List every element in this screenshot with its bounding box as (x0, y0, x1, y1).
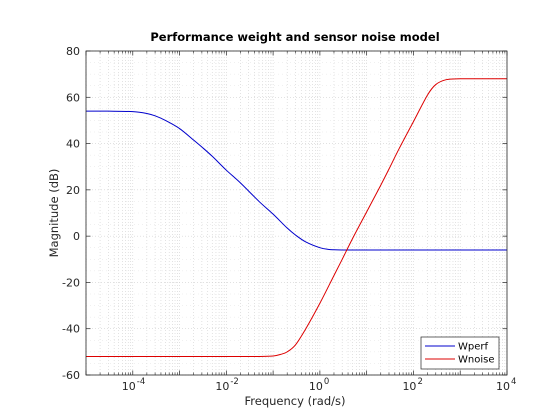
series-layer (86, 78, 507, 357)
x-tick-label: 10 -2 (215, 377, 238, 393)
x-tick-label: 10 2 (402, 377, 422, 393)
plot-area (86, 51, 507, 375)
y-tick-label: 40 (66, 138, 80, 151)
plot-frame (85, 50, 508, 376)
y-axis-label: Magnitude (dB) (47, 169, 61, 258)
x-tick-label-base: 10 (496, 380, 510, 393)
chart-title: Performance weight and sensor noise mode… (150, 30, 439, 44)
y-tick-label: 20 (66, 184, 80, 197)
x-tick-label-base: 10 (122, 380, 136, 393)
x-tick-label-exponent: -2 (230, 377, 238, 387)
y-tick-labels: -60 -40 -20 0 20 40 60 80 (62, 45, 80, 382)
legend: Wperf Wnoise (420, 336, 500, 370)
x-axis-label: Frequency (rad/s) (245, 394, 346, 408)
x-tick-label-base: 10 (309, 380, 323, 393)
minor-grid (86, 51, 507, 375)
x-tick-label-exponent: 0 (324, 377, 329, 387)
axis-ticks (85, 50, 508, 376)
x-tick-label-exponent: -4 (137, 377, 145, 387)
y-tick-label: -20 (62, 276, 80, 289)
x-tick-labels: 10 -4 10 -2 10 0 10 2 10 4 (122, 377, 517, 393)
x-tick-label-base: 10 (402, 380, 416, 393)
y-tick-label: 60 (66, 91, 80, 104)
x-tick-label-exponent: 2 (417, 377, 422, 387)
series-line-wnoise (86, 78, 507, 357)
y-tick-label: -40 (62, 323, 80, 336)
legend-label-wperf: Wperf (458, 342, 488, 353)
series-line-wperf (86, 110, 507, 251)
x-tick-label-base: 10 (215, 380, 229, 393)
x-tick-label: 10 0 (309, 377, 329, 393)
y-tick-label: -60 (62, 369, 80, 382)
legend-label-wnoise: Wnoise (458, 355, 494, 366)
x-tick-label: 10 -4 (122, 377, 145, 393)
y-tick-label: 80 (66, 45, 80, 58)
x-tick-label: 10 4 (496, 377, 516, 393)
y-tick-label: 0 (73, 230, 80, 243)
x-tick-label-exponent: 4 (511, 377, 516, 387)
legend-box (420, 336, 500, 370)
